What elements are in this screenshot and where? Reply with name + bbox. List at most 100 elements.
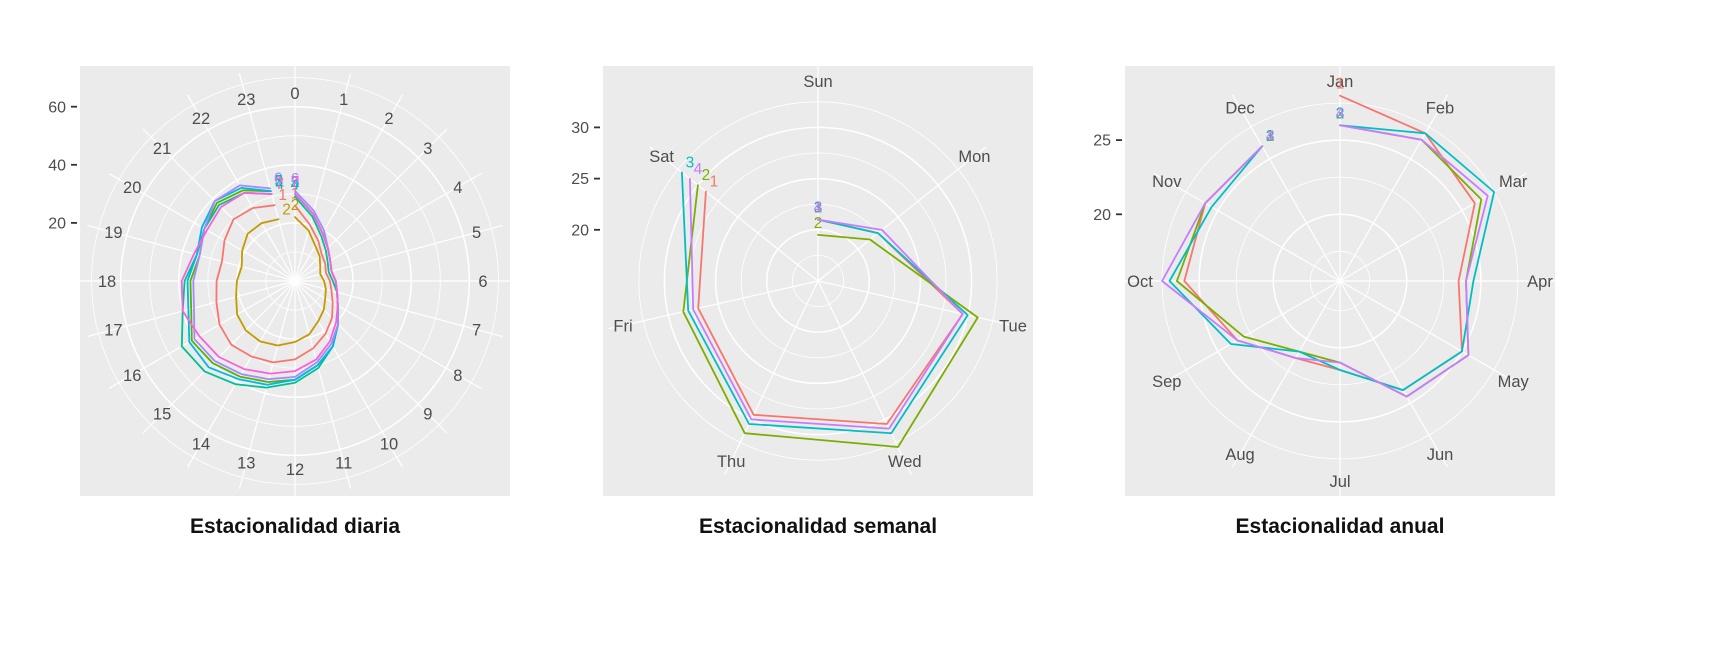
category-label: Sat xyxy=(649,148,674,166)
category-label: Oct xyxy=(1127,273,1153,291)
series-label-start: 3 xyxy=(291,174,300,191)
radial-tick-label: 40 xyxy=(48,157,66,174)
chart-title-weekly: Estacionalidad semanal xyxy=(699,515,937,538)
series-line-3 xyxy=(1168,124,1495,392)
grid-spoke xyxy=(294,94,404,282)
category-label: 11 xyxy=(335,454,352,472)
radial-tick-label: 25 xyxy=(1093,133,1111,150)
series-label-start: 7 xyxy=(291,174,300,191)
chart-title-daily: Estacionalidad diaria xyxy=(190,515,400,538)
charts-root: 0 123456789101112131415161718192021222320… xyxy=(48,66,1555,496)
series-label-start: 4 xyxy=(1336,105,1345,122)
category-label: Sep xyxy=(1152,373,1181,391)
series-label-start: 1 xyxy=(1336,76,1345,93)
category-label: Dec xyxy=(1225,100,1254,118)
category-label: 15 xyxy=(153,406,171,424)
category-label: 5 xyxy=(472,224,481,242)
series-label-end: 7 xyxy=(275,176,284,193)
series-line-7 xyxy=(180,191,339,375)
category-label: 7 xyxy=(472,321,481,339)
grid-spoke xyxy=(87,224,296,282)
category-label: 23 xyxy=(237,91,255,109)
category-label: 10 xyxy=(380,436,398,454)
category-label: Fri xyxy=(613,317,632,335)
series-label-start: 4 xyxy=(814,200,823,217)
grid-spoke xyxy=(724,280,819,475)
category-label: Mon xyxy=(958,148,990,166)
grid-spoke xyxy=(1231,280,1341,468)
category-label: Jan xyxy=(1327,73,1354,91)
grid-spoke xyxy=(108,280,296,390)
series-line-4 xyxy=(1161,124,1489,398)
category-label: 6 xyxy=(478,273,487,291)
category-label: 16 xyxy=(123,367,141,385)
category-label: 2 xyxy=(384,110,393,128)
grid-spoke xyxy=(1339,172,1527,282)
grid-spoke xyxy=(817,280,1028,330)
series-label-start: 3 xyxy=(1336,105,1345,122)
category-label: Nov xyxy=(1152,173,1182,191)
category-label: Thu xyxy=(717,453,745,471)
grid-spoke xyxy=(1339,280,1527,390)
chart-2: Jan Feb Mar Apr May Jun Jul Aug Sep Oct Nov Dec 20 25… xyxy=(1093,66,1555,496)
grid-spoke xyxy=(294,224,503,282)
series-label-end: 1 xyxy=(710,174,719,191)
grid-spoke xyxy=(1339,280,1449,468)
series-label-start: 2 xyxy=(1336,105,1345,122)
category-label: 20 xyxy=(123,179,141,197)
series-label-start: 6 xyxy=(291,171,300,188)
grid-spoke xyxy=(294,280,503,338)
grid-spoke xyxy=(817,280,912,475)
series-label-end: 4 xyxy=(275,176,284,193)
category-label: May xyxy=(1498,373,1530,391)
series-line-1 xyxy=(215,204,334,364)
series-line-4 xyxy=(689,177,964,430)
grid-spoke xyxy=(1153,280,1341,390)
series-line-2 xyxy=(682,184,979,448)
series-line-3 xyxy=(681,171,969,435)
series-label-end: 3 xyxy=(686,155,695,172)
category-label: 22 xyxy=(192,110,210,128)
radial-tick-label: 30 xyxy=(571,120,589,137)
radial-tick-label: 20 xyxy=(48,216,66,233)
series-label-start: 2 xyxy=(291,197,300,214)
series-label-start: 4 xyxy=(291,177,300,194)
series-label-end: 3 xyxy=(275,173,284,190)
category-label: 21 xyxy=(153,140,171,158)
category-label: 19 xyxy=(104,224,122,242)
chart-title-annual: Estacionalidad anual xyxy=(1236,515,1445,538)
grid-spoke xyxy=(1231,94,1341,282)
category-label: 12 xyxy=(286,461,304,479)
series-label-end: 1 xyxy=(1266,128,1275,145)
category-label: 13 xyxy=(237,454,255,472)
category-label: 18 xyxy=(98,273,116,291)
series-label-end: 2 xyxy=(1266,128,1275,145)
grid-spoke xyxy=(608,280,819,330)
category-label: Aug xyxy=(1225,446,1254,464)
series-line-2 xyxy=(235,216,327,347)
category-label: Sun xyxy=(803,73,832,91)
series-label-end: 3 xyxy=(1266,128,1275,145)
category-label: 3 xyxy=(423,140,432,158)
radial-tick-label: 25 xyxy=(571,171,589,188)
grid-spoke xyxy=(294,280,352,489)
category-label: 17 xyxy=(104,321,122,339)
category-label: 9 xyxy=(423,406,432,424)
grid-spoke xyxy=(1153,172,1341,282)
category-label: Jun xyxy=(1427,446,1454,464)
category-label: Mar xyxy=(1499,173,1528,191)
series-label-start: 5 xyxy=(291,174,300,191)
grid-spoke xyxy=(294,73,352,282)
series-label-end: 2 xyxy=(282,201,291,218)
category-label: 8 xyxy=(453,367,462,385)
category-label: 1 xyxy=(339,91,348,109)
series-label-end: 1 xyxy=(278,187,287,204)
series-label-end: 2 xyxy=(702,167,711,184)
series-label-end: 4 xyxy=(694,161,703,178)
grid-spoke xyxy=(649,146,819,282)
grid-spoke xyxy=(817,146,987,282)
grid-spoke xyxy=(294,172,482,282)
series-label-start: 1 xyxy=(814,200,823,217)
